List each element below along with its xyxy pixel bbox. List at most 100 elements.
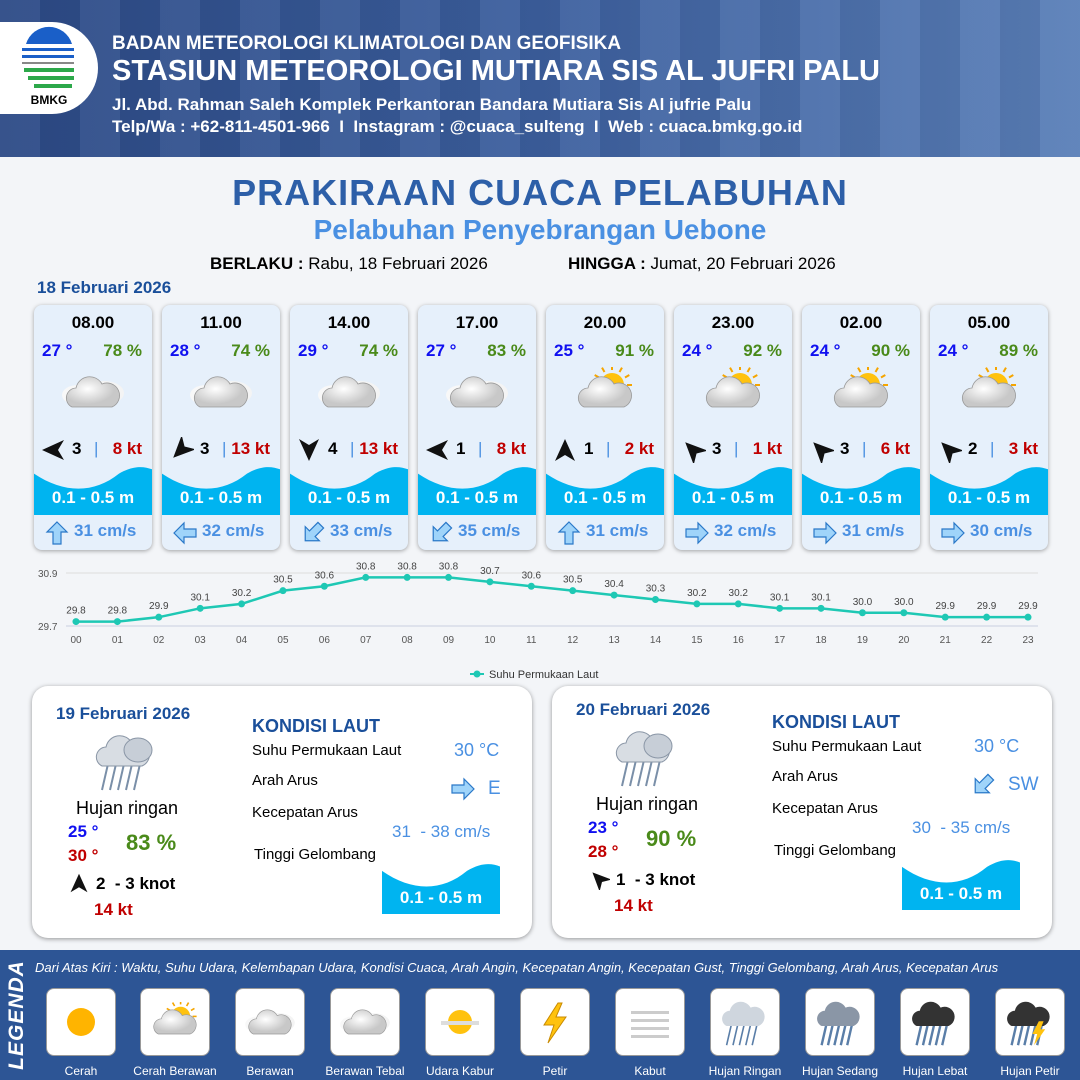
partly-cloudy-icon xyxy=(698,365,768,422)
data-point xyxy=(569,587,577,595)
legend-description: Dari Atas Kiri : Waktu, Suhu Udara, Kele… xyxy=(35,960,999,975)
current-direction-icon xyxy=(684,520,710,550)
date: 19 Februari 2026 xyxy=(56,704,191,723)
data-point xyxy=(486,578,494,586)
wind-direction-icon xyxy=(168,435,196,468)
current-direction-icon xyxy=(450,776,476,807)
data-label: 30.8 xyxy=(439,561,459,572)
wave-icon xyxy=(546,465,664,520)
legend-title: LEGENDA xyxy=(5,960,28,1070)
cloudy-icon xyxy=(58,367,128,422)
current-dir-value: E xyxy=(488,778,501,799)
current-dir-value: SW xyxy=(1008,774,1039,795)
data-point xyxy=(900,609,908,617)
data-label: 29.9 xyxy=(1018,601,1038,612)
humidity: 90 % xyxy=(871,341,910,360)
partly-cloudy-icon xyxy=(954,365,1024,422)
wind-direction-icon xyxy=(936,437,964,468)
x-tick-label: 13 xyxy=(609,635,621,646)
wave-label: Tinggi Gelombang xyxy=(254,846,377,863)
wave-height: 0.1 - 0.5 m xyxy=(179,488,263,507)
data-label: 30.5 xyxy=(563,575,583,586)
divider: | xyxy=(990,439,995,458)
from-label: BERLAKU : xyxy=(210,254,304,273)
data-label: 30.0 xyxy=(894,597,914,608)
divider: | xyxy=(862,439,867,458)
wave-label: Tinggi Gelombang xyxy=(774,842,897,859)
x-tick-label: 05 xyxy=(277,635,289,646)
data-point xyxy=(527,582,535,590)
wind-speed: 3 xyxy=(840,439,850,458)
current-direction-icon xyxy=(970,772,996,803)
legend-label: Petir xyxy=(542,1064,568,1078)
humidity: 91 % xyxy=(615,341,654,360)
gust-speed: 6 kt xyxy=(880,439,910,458)
current-dir-label: Arah Arus xyxy=(252,772,318,789)
data-label: 30.7 xyxy=(480,566,500,577)
agency-name: BADAN METEOROLOGI KLIMATOLOGI DAN GEOFIS… xyxy=(112,33,622,54)
sst-chart: 30.9 29.7 29.8 00 29.8 01 29.9 02 30.1 03 30.2 04 30… xyxy=(38,561,1038,681)
forecast-card: 05.00 24 ° 89 % 2 | 3 kt 0.1 - 0.5 m 30 … xyxy=(930,305,1048,550)
x-tick-label: 10 xyxy=(484,635,496,646)
current-direction-icon xyxy=(940,520,966,550)
wind-direction-icon xyxy=(808,437,836,468)
legend-label: Udara Kabur xyxy=(425,1064,495,1078)
current-speed: 31 cm/s xyxy=(842,521,905,540)
x-tick-label: 06 xyxy=(319,635,331,646)
divider: | xyxy=(734,439,739,458)
temperature: 24 ° xyxy=(810,341,841,360)
data-point xyxy=(445,573,453,581)
time: 08.00 xyxy=(71,313,115,332)
x-tick-label: 19 xyxy=(857,635,869,646)
data-point xyxy=(651,596,659,603)
x-tick-label: 01 xyxy=(112,635,124,646)
svg-text:BMKG: BMKG xyxy=(31,93,68,107)
wave-icon xyxy=(290,465,408,520)
wave-icon xyxy=(418,465,536,520)
address: Jl. Abd. Rahman Saleh Komplek Perkantora… xyxy=(112,95,752,114)
wave-icon xyxy=(382,862,500,919)
humidity: 92 % xyxy=(743,341,782,360)
wave-height: 0.1 - 0.5 m xyxy=(435,488,519,507)
wind-speed: 4 xyxy=(328,439,338,458)
day1-date: 18 Februari 2026 xyxy=(37,278,172,297)
current-speed-value: 31 - 38 cm/s xyxy=(392,822,491,841)
data-label: 30.2 xyxy=(729,588,749,599)
sst-value: 30 °C xyxy=(974,736,1020,756)
humidity: 89 % xyxy=(999,341,1038,360)
wind-speed: 3 xyxy=(712,439,722,458)
data-point xyxy=(279,587,287,595)
current-dir-label: Arah Arus xyxy=(772,768,838,785)
data-label: 29.8 xyxy=(66,606,86,617)
from-date: Rabu, 18 Februari 2026 xyxy=(308,254,488,273)
haze-icon xyxy=(425,988,495,1056)
bmkg-logo: BMKG xyxy=(0,22,98,114)
gust-speed: 8 kt xyxy=(496,439,526,458)
x-tick-label: 17 xyxy=(774,635,786,646)
x-tick-label: 22 xyxy=(981,635,993,646)
data-label: 30.4 xyxy=(604,579,624,590)
data-point xyxy=(403,573,411,581)
overcast-icon xyxy=(330,988,400,1056)
data-point xyxy=(155,613,163,621)
legend-label: Cerah xyxy=(64,1064,98,1078)
gust-speed: 14 kt xyxy=(614,896,653,915)
time: 23.00 xyxy=(711,313,755,332)
forecast-card: 20.00 25 ° 91 % 1 | 2 kt 0.1 - 0.5 m 31 … xyxy=(546,305,664,550)
heavy-rain-icon xyxy=(900,988,970,1056)
data-label: 30.2 xyxy=(232,588,252,599)
data-label: 30.1 xyxy=(811,592,831,603)
gust-speed: 2 kt xyxy=(624,439,654,458)
validity-from: BERLAKU : Rabu, 18 Februari 2026 xyxy=(210,254,488,274)
wave-height: 0.1 - 0.5 m xyxy=(563,488,647,507)
x-tick-label: 23 xyxy=(1022,635,1034,646)
data-label: 30.3 xyxy=(646,584,666,595)
x-tick-label: 15 xyxy=(691,635,703,646)
temp-max: 28 ° xyxy=(588,842,619,861)
wave-height: 0.1 - 0.5 m xyxy=(691,488,775,507)
divider: | xyxy=(222,439,227,458)
x-tick-label: 20 xyxy=(898,635,910,646)
cloudy-icon xyxy=(235,988,305,1056)
date: 20 Februari 2026 xyxy=(576,700,711,719)
forecast-card: 08.00 27 ° 78 % 3 | 8 kt 0.1 - 0.5 m 31 … xyxy=(34,305,152,550)
